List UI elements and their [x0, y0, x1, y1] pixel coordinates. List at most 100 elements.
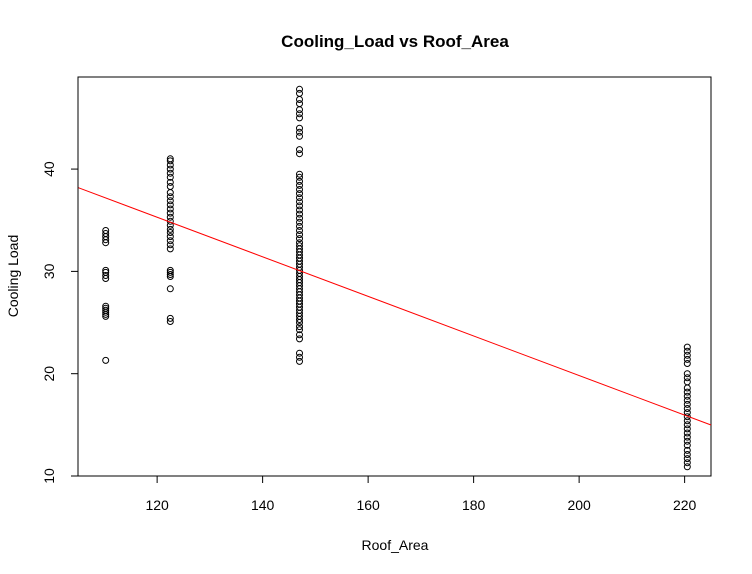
data-point — [296, 235, 303, 243]
data-point — [296, 239, 303, 247]
data-point — [296, 181, 303, 189]
data-point — [296, 210, 303, 218]
data-point — [102, 266, 110, 274]
data-point — [166, 245, 174, 253]
data-point — [296, 106, 303, 114]
data-point — [296, 331, 303, 339]
data-point — [166, 183, 174, 190]
data-point — [683, 392, 691, 400]
data-point — [683, 384, 691, 392]
data-point — [683, 451, 691, 458]
data-point — [102, 268, 110, 276]
data-point — [166, 209, 174, 217]
data-point — [296, 177, 303, 185]
data-point — [102, 227, 110, 234]
data-point — [296, 357, 303, 365]
x-axis-label: Roof_Area — [362, 537, 429, 553]
data-point — [296, 242, 303, 250]
data-point — [296, 231, 303, 239]
data-point — [102, 230, 110, 237]
data-point — [166, 268, 174, 276]
data-point — [296, 198, 303, 206]
data-point — [166, 173, 174, 181]
data-point — [683, 437, 691, 445]
data-point — [683, 441, 691, 449]
data-point — [683, 433, 691, 441]
chart-title: Cooling_Load vs Roof_Area — [281, 32, 509, 51]
data-point — [683, 374, 691, 382]
data-point — [296, 110, 303, 118]
data-point — [296, 206, 303, 214]
data-point — [296, 96, 303, 103]
data-point — [166, 165, 174, 173]
data-point — [166, 201, 174, 209]
data-point — [296, 194, 303, 202]
data-point — [166, 314, 174, 322]
data-point — [296, 227, 303, 234]
data-point — [296, 85, 303, 93]
data-point — [296, 170, 303, 178]
data-point — [683, 413, 691, 421]
data-point — [683, 396, 691, 404]
data-point — [166, 155, 174, 163]
data-points — [102, 85, 691, 471]
regression-line — [77, 187, 712, 426]
data-point — [166, 285, 174, 293]
data-point — [296, 349, 303, 357]
data-point — [102, 306, 110, 314]
x-tick-label: 200 — [567, 497, 591, 513]
data-point — [296, 114, 303, 122]
y-tick-label: 10 — [41, 468, 57, 484]
data-point — [166, 318, 174, 325]
data-point — [166, 237, 174, 245]
data-point — [296, 202, 303, 210]
data-point — [166, 233, 174, 241]
data-point — [102, 302, 110, 310]
data-point — [683, 360, 691, 367]
data-point — [166, 169, 174, 177]
x-axis: 120 140 160 180 200 220 — [145, 475, 697, 513]
data-point — [296, 335, 303, 343]
x-tick-label: 140 — [251, 497, 275, 513]
data-point — [683, 429, 691, 437]
data-point — [683, 400, 691, 408]
data-point — [683, 405, 691, 412]
data-point — [296, 218, 303, 226]
data-point — [166, 197, 174, 205]
data-point — [102, 304, 110, 312]
data-point — [683, 425, 691, 433]
data-point — [683, 459, 691, 467]
data-point — [166, 271, 174, 278]
data-point — [166, 213, 174, 221]
y-tick-label: 40 — [41, 161, 57, 177]
data-point — [166, 157, 174, 165]
data-point — [683, 378, 691, 386]
data-point — [296, 132, 303, 140]
regression-line-group — [77, 187, 712, 426]
data-point — [683, 347, 691, 355]
data-point — [296, 173, 303, 181]
data-point — [683, 463, 691, 471]
data-point — [683, 343, 691, 351]
data-point — [296, 323, 303, 331]
data-point — [296, 89, 303, 97]
x-tick-label: 220 — [673, 497, 697, 513]
x-tick-label: 160 — [356, 497, 380, 513]
data-point — [166, 205, 174, 213]
data-point — [166, 229, 174, 236]
data-point — [683, 455, 691, 463]
data-point — [166, 225, 174, 233]
data-point — [296, 326, 303, 334]
data-point — [683, 446, 691, 454]
data-point — [683, 421, 691, 429]
data-point — [296, 150, 303, 158]
data-point — [166, 193, 174, 201]
x-tick-label: 120 — [145, 497, 169, 513]
data-point — [166, 189, 174, 197]
data-point — [683, 355, 691, 363]
data-point — [296, 222, 303, 230]
data-point — [166, 241, 174, 249]
y-axis: 10 20 30 40 — [41, 161, 79, 484]
data-point — [683, 417, 691, 425]
y-tick-label: 30 — [41, 263, 57, 279]
